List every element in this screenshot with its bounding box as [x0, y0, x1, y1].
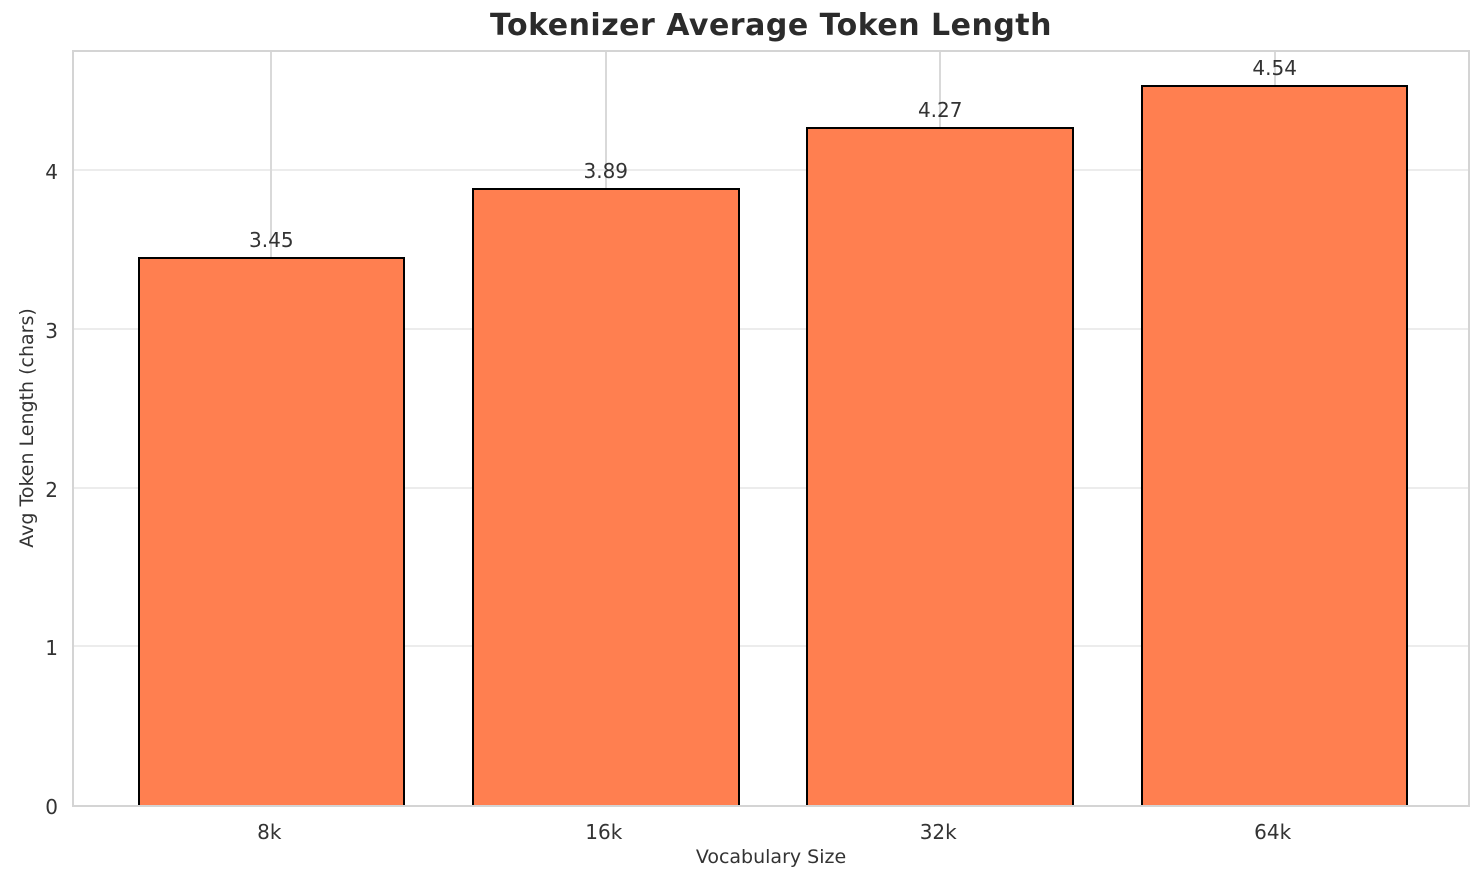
y-tick-label: 4 [45, 160, 58, 185]
y-tick-label: 3 [45, 318, 58, 343]
y-tick-label: 0 [45, 795, 58, 819]
horizontal-gridline [74, 327, 1468, 330]
x-tick-label: 32k [919, 820, 957, 844]
y-tick-label: 2 [45, 477, 58, 502]
x-tick-label: 64k [1254, 820, 1292, 844]
horizontal-gridline [74, 486, 1468, 489]
x-tick-label: 16k [585, 820, 623, 844]
bar-value-label: 3.89 [583, 158, 629, 183]
bar-value-label: 3.45 [249, 228, 294, 253]
bar-32k [806, 127, 1074, 805]
horizontal-gridline [74, 645, 1468, 648]
y-tick-label: 1 [45, 636, 58, 661]
bar-value-label: 4.54 [1252, 55, 1297, 80]
bar-value-label: 4.27 [917, 98, 963, 123]
x-tick-label: 8k [257, 820, 282, 844]
plot-area: 3.45 3.89 4.27 4.54 [72, 50, 1470, 807]
bar-16k [471, 187, 740, 805]
horizontal-gridline [74, 169, 1468, 172]
y-axis-label: Avg Token Length (chars) [16, 308, 38, 548]
bar-8k [137, 257, 406, 805]
x-axis-label: Vocabulary Size [695, 846, 847, 868]
chart-title: Tokenizer Average Token Length [489, 8, 1052, 43]
bar-64k [1140, 84, 1409, 805]
